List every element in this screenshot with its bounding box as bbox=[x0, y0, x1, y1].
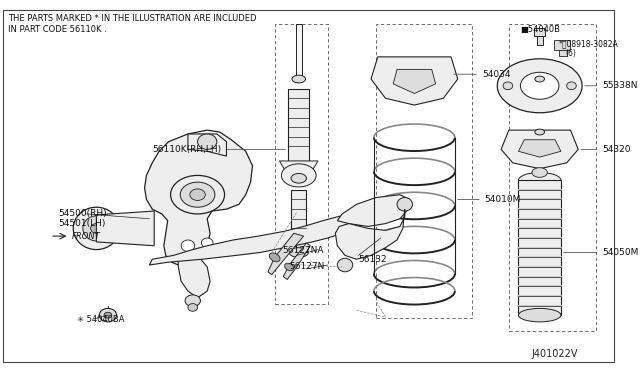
Ellipse shape bbox=[503, 82, 513, 90]
Ellipse shape bbox=[535, 76, 545, 82]
Bar bbox=[275, 24, 328, 304]
Ellipse shape bbox=[497, 59, 582, 113]
Ellipse shape bbox=[520, 72, 559, 99]
Bar bbox=[291, 190, 307, 253]
Polygon shape bbox=[280, 161, 318, 176]
Polygon shape bbox=[145, 130, 253, 265]
Polygon shape bbox=[284, 243, 310, 279]
Ellipse shape bbox=[99, 308, 116, 322]
Ellipse shape bbox=[285, 263, 294, 271]
Polygon shape bbox=[97, 211, 154, 246]
Bar bbox=[554, 41, 570, 50]
Ellipse shape bbox=[190, 189, 205, 201]
Text: 56127NA: 56127NA bbox=[282, 246, 324, 255]
Ellipse shape bbox=[337, 258, 353, 272]
Bar bbox=[518, 180, 561, 315]
Polygon shape bbox=[179, 256, 210, 298]
Ellipse shape bbox=[171, 176, 225, 214]
Polygon shape bbox=[518, 140, 561, 157]
Ellipse shape bbox=[104, 312, 112, 318]
Ellipse shape bbox=[535, 129, 545, 135]
Ellipse shape bbox=[292, 75, 305, 83]
Text: *08918-3082A: *08918-3082A bbox=[559, 39, 619, 48]
Text: (6): (6) bbox=[566, 48, 577, 58]
Polygon shape bbox=[188, 134, 227, 156]
Ellipse shape bbox=[518, 173, 561, 188]
Ellipse shape bbox=[91, 224, 102, 233]
Ellipse shape bbox=[269, 253, 280, 262]
Polygon shape bbox=[393, 70, 436, 93]
Ellipse shape bbox=[397, 198, 412, 211]
Polygon shape bbox=[335, 209, 404, 259]
Bar bbox=[288, 89, 309, 161]
Polygon shape bbox=[371, 57, 458, 105]
Bar bbox=[296, 24, 301, 82]
Polygon shape bbox=[501, 130, 578, 169]
Text: ✳ 54040BA: ✳ 54040BA bbox=[77, 315, 125, 324]
Text: ■54040B: ■54040B bbox=[520, 25, 561, 34]
Polygon shape bbox=[337, 195, 410, 227]
Ellipse shape bbox=[188, 304, 198, 311]
Ellipse shape bbox=[291, 173, 307, 183]
Ellipse shape bbox=[198, 134, 217, 150]
Bar bbox=[559, 50, 566, 56]
Text: 54501(LH): 54501(LH) bbox=[58, 219, 105, 228]
Ellipse shape bbox=[289, 248, 308, 257]
Text: 56127N: 56127N bbox=[289, 263, 324, 272]
Ellipse shape bbox=[347, 214, 362, 227]
Bar bbox=[537, 36, 543, 45]
Bar bbox=[509, 24, 596, 331]
Text: 54034: 54034 bbox=[454, 70, 510, 79]
Ellipse shape bbox=[202, 238, 213, 248]
Polygon shape bbox=[149, 214, 356, 265]
Text: FRONT: FRONT bbox=[71, 232, 100, 241]
Bar bbox=[534, 28, 545, 36]
Polygon shape bbox=[268, 233, 303, 275]
Text: 56110K(RH,LH): 56110K(RH,LH) bbox=[152, 145, 285, 154]
Text: THE PARTS MARKED * IN THE ILLUSTRATION ARE INCLUDED
IN PART CODE 56110K .: THE PARTS MARKED * IN THE ILLUSTRATION A… bbox=[8, 15, 256, 34]
Text: J401022V: J401022V bbox=[532, 349, 578, 359]
Ellipse shape bbox=[518, 308, 561, 322]
Ellipse shape bbox=[83, 216, 110, 241]
Text: 54320: 54320 bbox=[581, 145, 631, 154]
Text: 56132: 56132 bbox=[358, 255, 387, 264]
Text: 55338N: 55338N bbox=[585, 81, 638, 90]
Ellipse shape bbox=[566, 82, 576, 90]
Ellipse shape bbox=[532, 168, 547, 177]
Ellipse shape bbox=[180, 182, 215, 207]
Ellipse shape bbox=[185, 295, 200, 307]
Ellipse shape bbox=[282, 164, 316, 187]
Text: 54050M: 54050M bbox=[564, 248, 639, 257]
Text: 54010M: 54010M bbox=[458, 195, 521, 204]
Ellipse shape bbox=[181, 240, 195, 251]
Text: 54500(RH): 54500(RH) bbox=[58, 209, 106, 218]
Bar bbox=[376, 24, 472, 318]
Ellipse shape bbox=[73, 207, 120, 250]
